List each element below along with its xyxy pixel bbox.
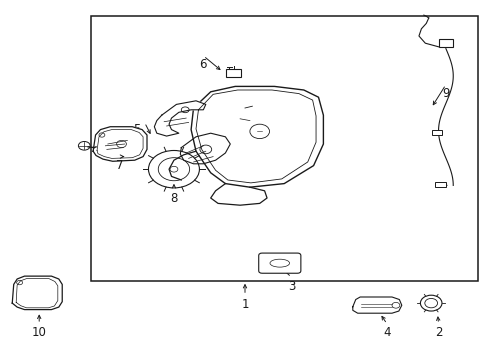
Text: 9: 9 <box>442 87 450 100</box>
Polygon shape <box>12 276 62 310</box>
Text: 3: 3 <box>288 280 295 293</box>
Polygon shape <box>93 127 147 161</box>
Polygon shape <box>353 297 402 313</box>
Polygon shape <box>191 86 323 187</box>
Text: 10: 10 <box>32 327 47 339</box>
Text: 8: 8 <box>170 192 178 204</box>
Bar <box>226 69 241 77</box>
Bar <box>432 130 442 135</box>
Bar <box>435 182 446 187</box>
FancyBboxPatch shape <box>259 253 301 273</box>
Text: 7: 7 <box>116 159 124 172</box>
Bar <box>91 16 478 281</box>
Text: 5: 5 <box>133 123 141 136</box>
Polygon shape <box>211 184 267 205</box>
Polygon shape <box>180 133 230 164</box>
Polygon shape <box>154 101 206 136</box>
Text: 1: 1 <box>241 298 249 311</box>
Bar <box>439 39 453 47</box>
Text: 4: 4 <box>383 327 391 339</box>
Text: 2: 2 <box>435 327 442 339</box>
Text: 6: 6 <box>199 58 207 71</box>
